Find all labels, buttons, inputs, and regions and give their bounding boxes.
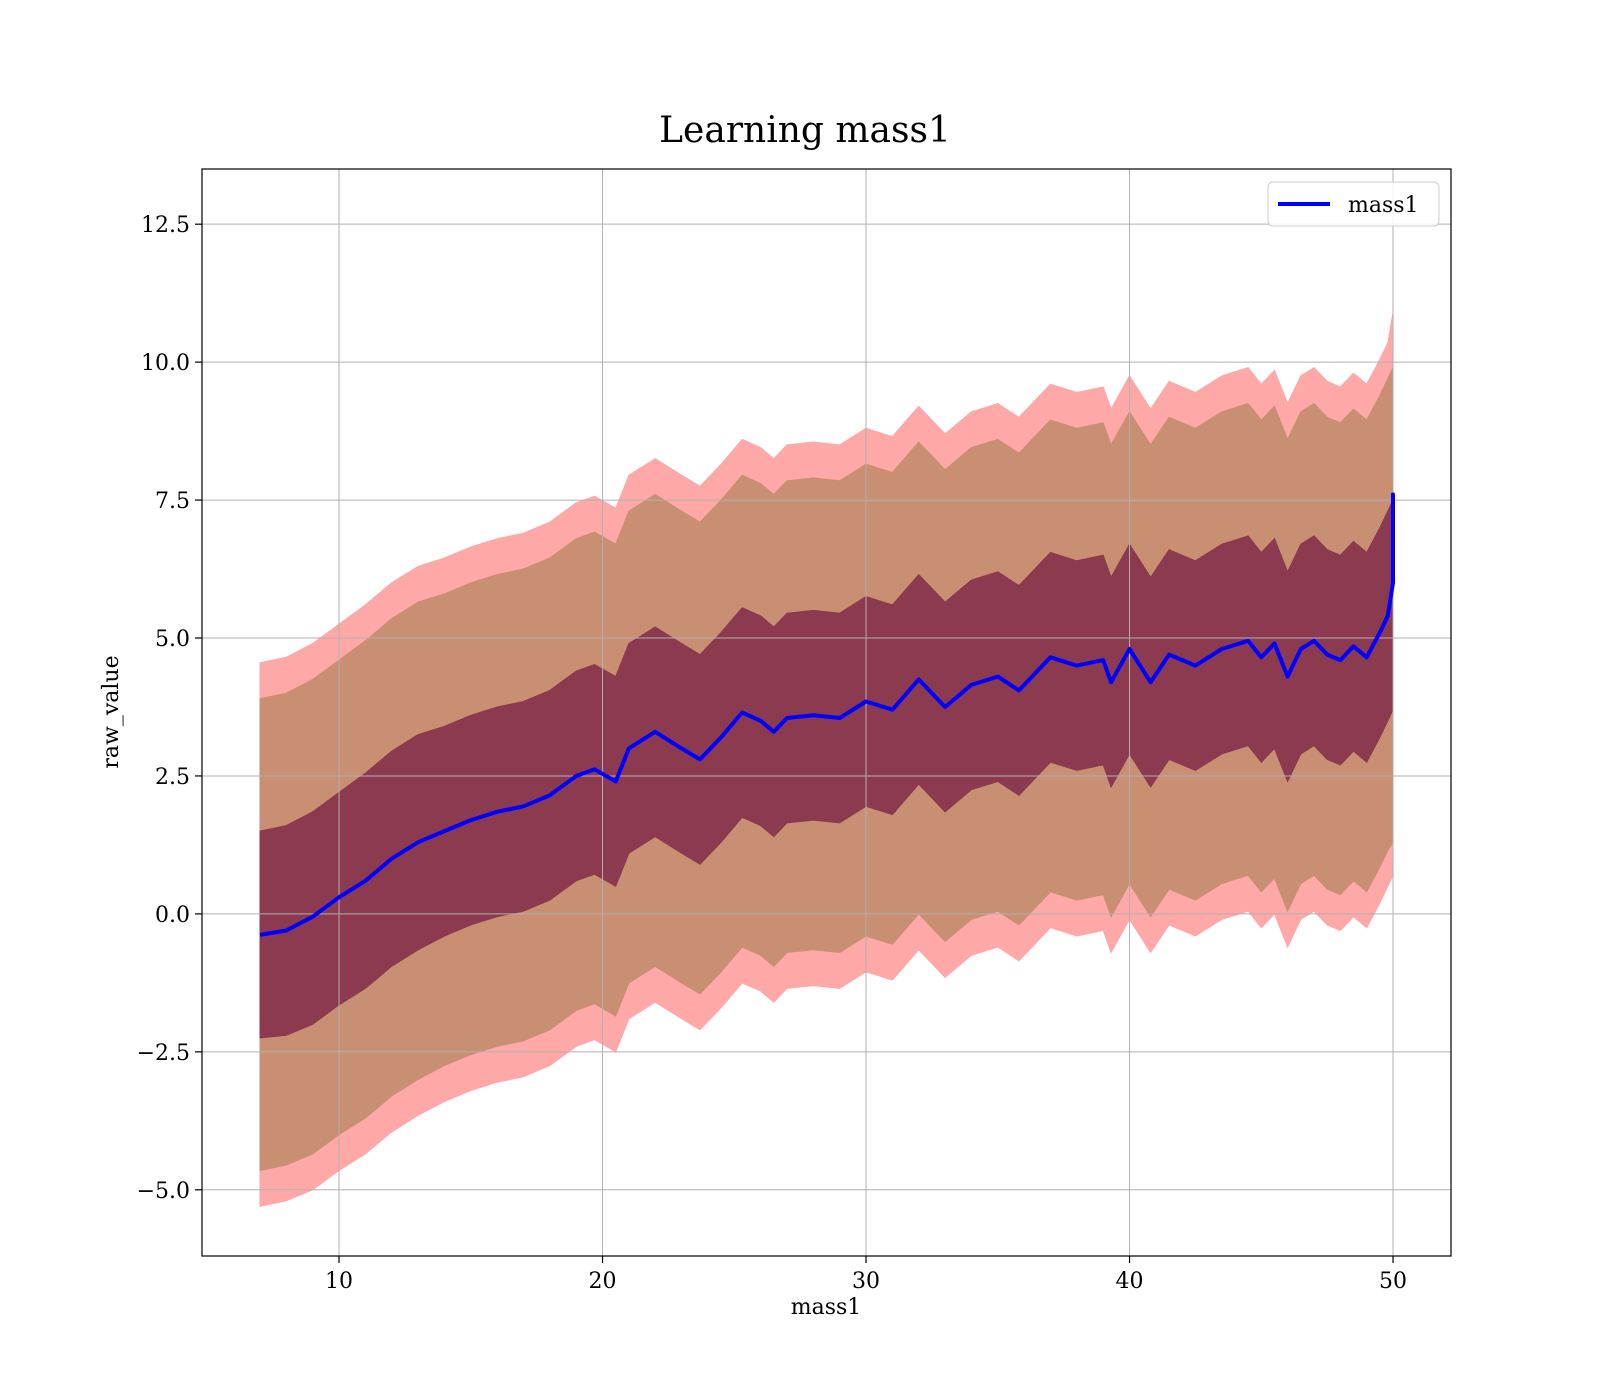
y-tick-label: 10.0 <box>141 351 190 376</box>
x-axis-ticks: 10 20 30 40 50 <box>325 1256 1407 1294</box>
y-tick-label: 5.0 <box>155 627 190 652</box>
x-tick-label: 50 <box>1379 1269 1407 1294</box>
x-tick-label: 30 <box>852 1269 880 1294</box>
legend-box <box>1267 181 1440 227</box>
y-tick-label: 7.5 <box>155 489 190 514</box>
plot-frame <box>201 168 1452 1257</box>
x-tick-label: 40 <box>1116 1269 1144 1294</box>
legend: mass1 <box>1267 181 1440 227</box>
x-tick-label: 20 <box>589 1269 617 1294</box>
series-line-mass1 <box>259 492 1395 937</box>
legend-label: mass1 <box>1348 193 1419 218</box>
y-tick-label: 2.5 <box>155 765 190 790</box>
x-tick-label: 10 <box>325 1269 353 1294</box>
y-tick-label: 12.5 <box>141 213 190 238</box>
grid-lines <box>202 169 1451 1256</box>
series-lines <box>259 492 1395 937</box>
y-tick-label: −5.0 <box>137 1179 190 1204</box>
y-tick-label: −2.5 <box>137 1041 190 1066</box>
y-axis-label: raw_value <box>99 655 124 768</box>
y-tick-label: 0.0 <box>155 903 190 928</box>
chart-title: Learning mass1 <box>659 110 951 151</box>
x-axis-label: mass1 <box>791 1295 862 1320</box>
y-axis-ticks: −5.0 −2.5 0.0 2.5 5.0 7.5 10.0 12.5 <box>137 213 202 1204</box>
